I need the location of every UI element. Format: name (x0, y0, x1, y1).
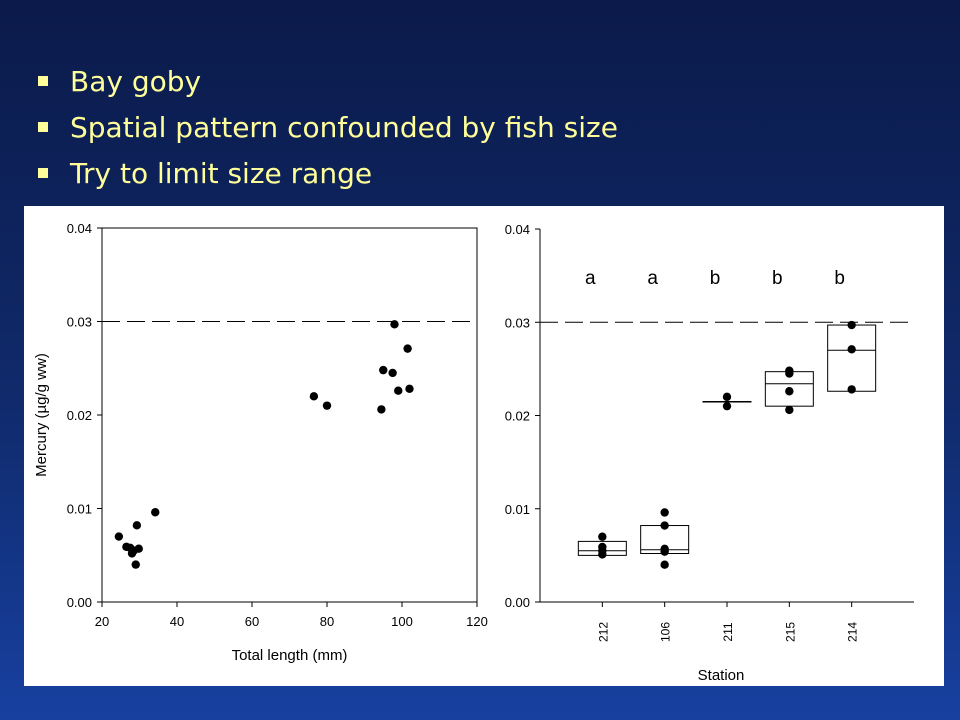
significance-letter: b (772, 268, 783, 289)
y-tick-label: 0.04 (67, 221, 92, 236)
station-tick-label: 211 (721, 622, 735, 641)
station-tick-label: 106 (659, 622, 673, 642)
data-point (598, 532, 607, 541)
box-iqr (827, 324, 877, 392)
data-point (388, 368, 397, 378)
y-tick-label: 0.02 (67, 408, 92, 423)
charts-svg: 0.00 0.01 0.02 0.03 0.04 20 40 60 80 100 120 Total … (33, 221, 914, 684)
data-point (394, 386, 403, 395)
data-point (847, 385, 856, 394)
data-point (660, 521, 669, 530)
data-point (405, 384, 414, 394)
data-point (660, 544, 669, 554)
chart-panel: 0.00 0.01 0.02 0.03 0.04 20 40 60 80 100 120 Total … (24, 206, 944, 686)
significance-letter: a (647, 268, 658, 289)
station-tick-label: 212 (596, 622, 610, 642)
data-point (134, 544, 143, 553)
data-point (847, 345, 856, 354)
y-tick-label: 0.00 (505, 595, 530, 610)
data-point (322, 401, 332, 410)
scatter-plot-frame (101, 227, 478, 603)
x-tick-label: 20 (95, 614, 109, 629)
bullet-item: Spatial pattern confounded by fish size (36, 108, 618, 154)
data-point (390, 320, 399, 329)
data-point (379, 365, 388, 375)
bullet-item: Bay goby (36, 62, 618, 108)
x-axis-title: Total length (mm) (232, 647, 348, 664)
data-point (377, 405, 386, 414)
y-tick-label: 0.04 (505, 222, 530, 237)
y-tick-label: 0.00 (67, 595, 92, 610)
x-axis-title: Station (698, 667, 745, 684)
y-tick-label: 0.03 (505, 315, 530, 330)
data-point (132, 521, 142, 530)
bullet-item: Try to limit size range (36, 154, 618, 200)
bullet-square-icon (38, 122, 48, 132)
data-point (309, 392, 319, 401)
x-tick-label: 60 (245, 614, 259, 629)
y-tick-label: 0.02 (505, 409, 530, 424)
data-point (847, 320, 856, 330)
x-tick-label: 120 (466, 614, 488, 629)
y-tick-label: 0.03 (67, 315, 92, 330)
bullet-square-icon (38, 168, 48, 178)
bullet-text: Bay goby (70, 65, 202, 98)
bullet-text: Try to limit size range (70, 157, 373, 190)
y-axis-title: Mercury (µg/g ww) (33, 353, 50, 477)
data-point (785, 387, 794, 396)
x-tick-label: 40 (170, 614, 184, 629)
significance-letter: b (710, 268, 721, 289)
bullet-list: Bay goby Spatial pattern confounded by f… (36, 62, 618, 200)
y-tick-label: 0.01 (67, 502, 92, 517)
data-point (598, 542, 607, 552)
data-point (722, 401, 732, 411)
data-point (722, 392, 732, 402)
data-point (785, 366, 794, 375)
significance-letter: a (585, 268, 596, 289)
x-tick-label: 80 (320, 614, 334, 629)
y-tick-label: 0.01 (505, 502, 530, 517)
data-point (403, 344, 412, 353)
data-point (660, 560, 669, 569)
bullet-square-icon (38, 76, 48, 86)
station-tick-label: 215 (783, 622, 797, 642)
bullet-text: Spatial pattern confounded by fish size (70, 111, 618, 144)
significance-letter: b (834, 268, 845, 289)
x-tick-label: 100 (391, 614, 413, 629)
data-point (151, 508, 160, 517)
data-point (660, 508, 669, 517)
data-point (785, 405, 794, 415)
data-point (114, 532, 124, 541)
station-tick-label: 214 (846, 622, 860, 642)
data-point (131, 560, 140, 569)
